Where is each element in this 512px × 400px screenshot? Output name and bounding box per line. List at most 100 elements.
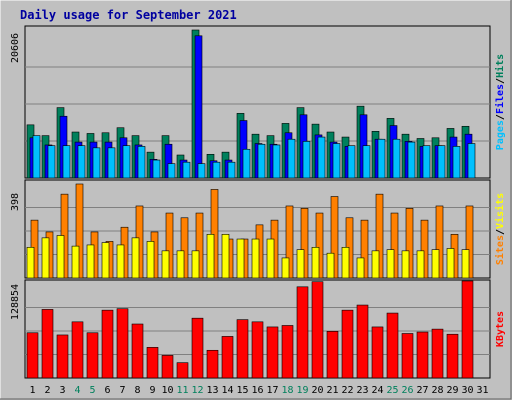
bar-sites-day-24	[371, 250, 380, 279]
x-tick-label-day-29: 29	[446, 385, 458, 396]
x-tick-label-day-15: 15	[236, 385, 248, 396]
panel-visits_sites: 398 Sites/Visits	[10, 179, 506, 279]
x-tick-label-day-10: 10	[161, 385, 173, 396]
bar-pages-day-15	[242, 148, 251, 179]
bar-sites-day-6	[101, 242, 110, 279]
x-tick-label-day-27: 27	[416, 385, 428, 396]
bar-kbytes-day-10	[161, 355, 174, 379]
side-label-part: Hits	[494, 54, 506, 78]
panel-max-label: 20606	[10, 33, 21, 63]
bar-sites-day-4	[71, 245, 80, 279]
panel-max-label: 128854	[10, 284, 21, 320]
bar-pages-day-16	[257, 143, 266, 179]
bar-kbytes-day-15	[236, 319, 249, 379]
bar-sites-day-25	[386, 249, 395, 279]
bar-visits-day-12	[195, 212, 204, 279]
x-tick-label-day-2: 2	[44, 385, 50, 396]
x-tick-label-day-31: 31	[476, 385, 488, 396]
x-tick-label-day-3: 3	[59, 385, 65, 396]
bar-pages-day-28	[437, 145, 446, 179]
bar-visits-day-11	[180, 217, 189, 279]
bar-visits-day-21	[330, 196, 339, 279]
bar-kbytes-day-14	[221, 336, 234, 379]
x-tick-label-day-5: 5	[89, 385, 95, 396]
bar-pages-day-8	[137, 146, 146, 179]
x-tick-label-day-22: 22	[341, 385, 353, 396]
bar-kbytes-day-23	[356, 304, 369, 379]
bar-pages-day-14	[227, 161, 236, 179]
bar-kbytes-day-3	[56, 334, 69, 379]
panel-side-label: Sites/Visits	[494, 193, 506, 265]
bar-pages-day-25	[392, 138, 401, 179]
x-tick-label-day-25: 25	[386, 385, 398, 396]
bar-visits-day-23	[360, 219, 369, 279]
bar-sites-day-27	[416, 250, 425, 279]
bar-visits-day-30	[465, 205, 474, 279]
x-tick-label-day-24: 24	[371, 385, 383, 396]
side-label-part: Files	[494, 84, 506, 114]
panel-side-label: KBytes	[495, 311, 506, 347]
bar-sites-day-5	[86, 244, 95, 279]
bar-visits-day-25	[390, 212, 399, 279]
bar-pages-day-27	[422, 145, 431, 179]
x-tick-label-day-1: 1	[29, 385, 35, 396]
bar-files-day-12	[194, 35, 203, 179]
x-tick-label-day-23: 23	[356, 385, 368, 396]
x-tick-label-day-13: 13	[206, 385, 218, 396]
panel-side-label: Pages/Files/Hits	[494, 54, 506, 150]
side-label-part: Sites	[494, 235, 506, 265]
bar-pages-day-30	[467, 143, 476, 179]
bar-sites-day-9	[146, 241, 155, 279]
bar-visits-day-26	[405, 208, 414, 279]
bar-pages-day-24	[377, 138, 386, 179]
bar-pages-day-29	[452, 146, 461, 179]
bar-pages-day-21	[332, 143, 341, 179]
bar-kbytes-day-22	[341, 309, 354, 379]
bar-sites-day-18	[281, 257, 290, 279]
bar-kbytes-day-25	[386, 312, 399, 379]
bar-kbytes-day-26	[401, 333, 414, 379]
bar-visits-day-13	[210, 189, 219, 279]
bar-sites-day-28	[431, 249, 440, 279]
side-label-part: /	[495, 78, 506, 84]
x-tick-label-day-20: 20	[311, 385, 323, 396]
side-label-part: /	[495, 229, 506, 235]
chart-panels: 20606Pages/Files/Hits398Sites/Visits1288…	[10, 25, 506, 379]
bar-sites-day-16	[251, 238, 260, 279]
x-tick-label-day-28: 28	[431, 385, 443, 396]
bar-pages-day-18	[287, 138, 296, 179]
bar-kbytes-day-16	[251, 321, 264, 379]
x-tick-label-day-30: 30	[461, 385, 473, 396]
bar-pages-day-17	[272, 144, 281, 179]
bar-kbytes-day-30	[461, 280, 474, 379]
bar-sites-day-1	[26, 246, 35, 279]
bar-sites-day-8	[131, 237, 140, 279]
bar-sites-day-15	[236, 238, 245, 279]
bar-pages-day-10	[167, 163, 176, 179]
x-axis-labels: 1 2 3 4 5 6 7 8 9 10 11 12 13 14 15 16 17 18 19 20 21 22 23 24 2…	[29, 385, 488, 396]
panel-max-label: 398	[10, 193, 21, 211]
bar-sites-day-10	[161, 250, 170, 279]
bar-pages-day-26	[407, 141, 416, 179]
bar-sites-day-19	[296, 249, 305, 279]
bar-kbytes-day-7	[116, 308, 129, 379]
bar-kbytes-day-29	[446, 333, 459, 379]
bar-pages-day-23	[362, 145, 371, 179]
bar-sites-day-20	[311, 246, 320, 279]
bar-sites-day-13	[206, 234, 215, 279]
side-label-part: Pages	[495, 120, 506, 150]
bar-pages-day-13	[212, 161, 221, 179]
bar-sites-day-22	[341, 246, 350, 279]
bar-sites-day-14	[221, 234, 230, 279]
bar-kbytes-day-5	[86, 332, 99, 379]
bar-visits-day-27	[420, 219, 429, 279]
bar-kbytes-day-24	[371, 326, 384, 379]
bar-sites-day-12	[191, 250, 200, 279]
bar-pages-day-7	[122, 145, 131, 179]
bar-kbytes-day-13	[206, 349, 219, 379]
x-tick-label-day-8: 8	[134, 385, 140, 396]
bar-pages-day-2	[47, 145, 56, 179]
